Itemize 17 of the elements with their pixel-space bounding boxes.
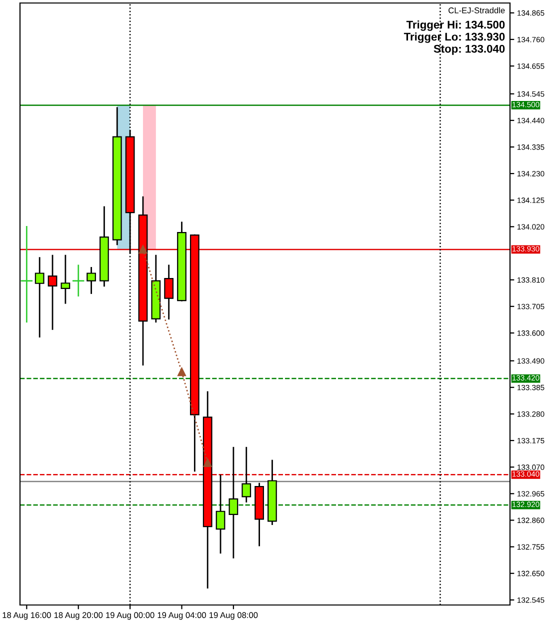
- annotation: Trigger Lo: 133.930: [404, 32, 505, 43]
- candlestick: [164, 264, 174, 320]
- candlestick: [242, 446, 252, 502]
- candlestick: [216, 474, 226, 554]
- annotation: CL-EJ-Straddle: [448, 7, 505, 14]
- x-tick-label: 19 Aug 00:00: [106, 612, 154, 620]
- candlestick: [60, 254, 70, 304]
- candlestick: [34, 257, 44, 338]
- annotation: Trigger Hi: 134.500: [406, 20, 505, 31]
- x-tick-label: 18 Aug 16:00: [2, 612, 51, 620]
- annotation: Stop: 133.040: [434, 44, 505, 55]
- x-tick-label: 18 Aug 20:00: [54, 612, 103, 620]
- x-tick-label: 19 Aug 08:00: [210, 612, 258, 620]
- x-tick-label: 19 Aug 04:00: [158, 612, 206, 620]
- candlestick: [228, 446, 238, 558]
- candlestick: [86, 266, 96, 294]
- candlestick: [48, 254, 58, 330]
